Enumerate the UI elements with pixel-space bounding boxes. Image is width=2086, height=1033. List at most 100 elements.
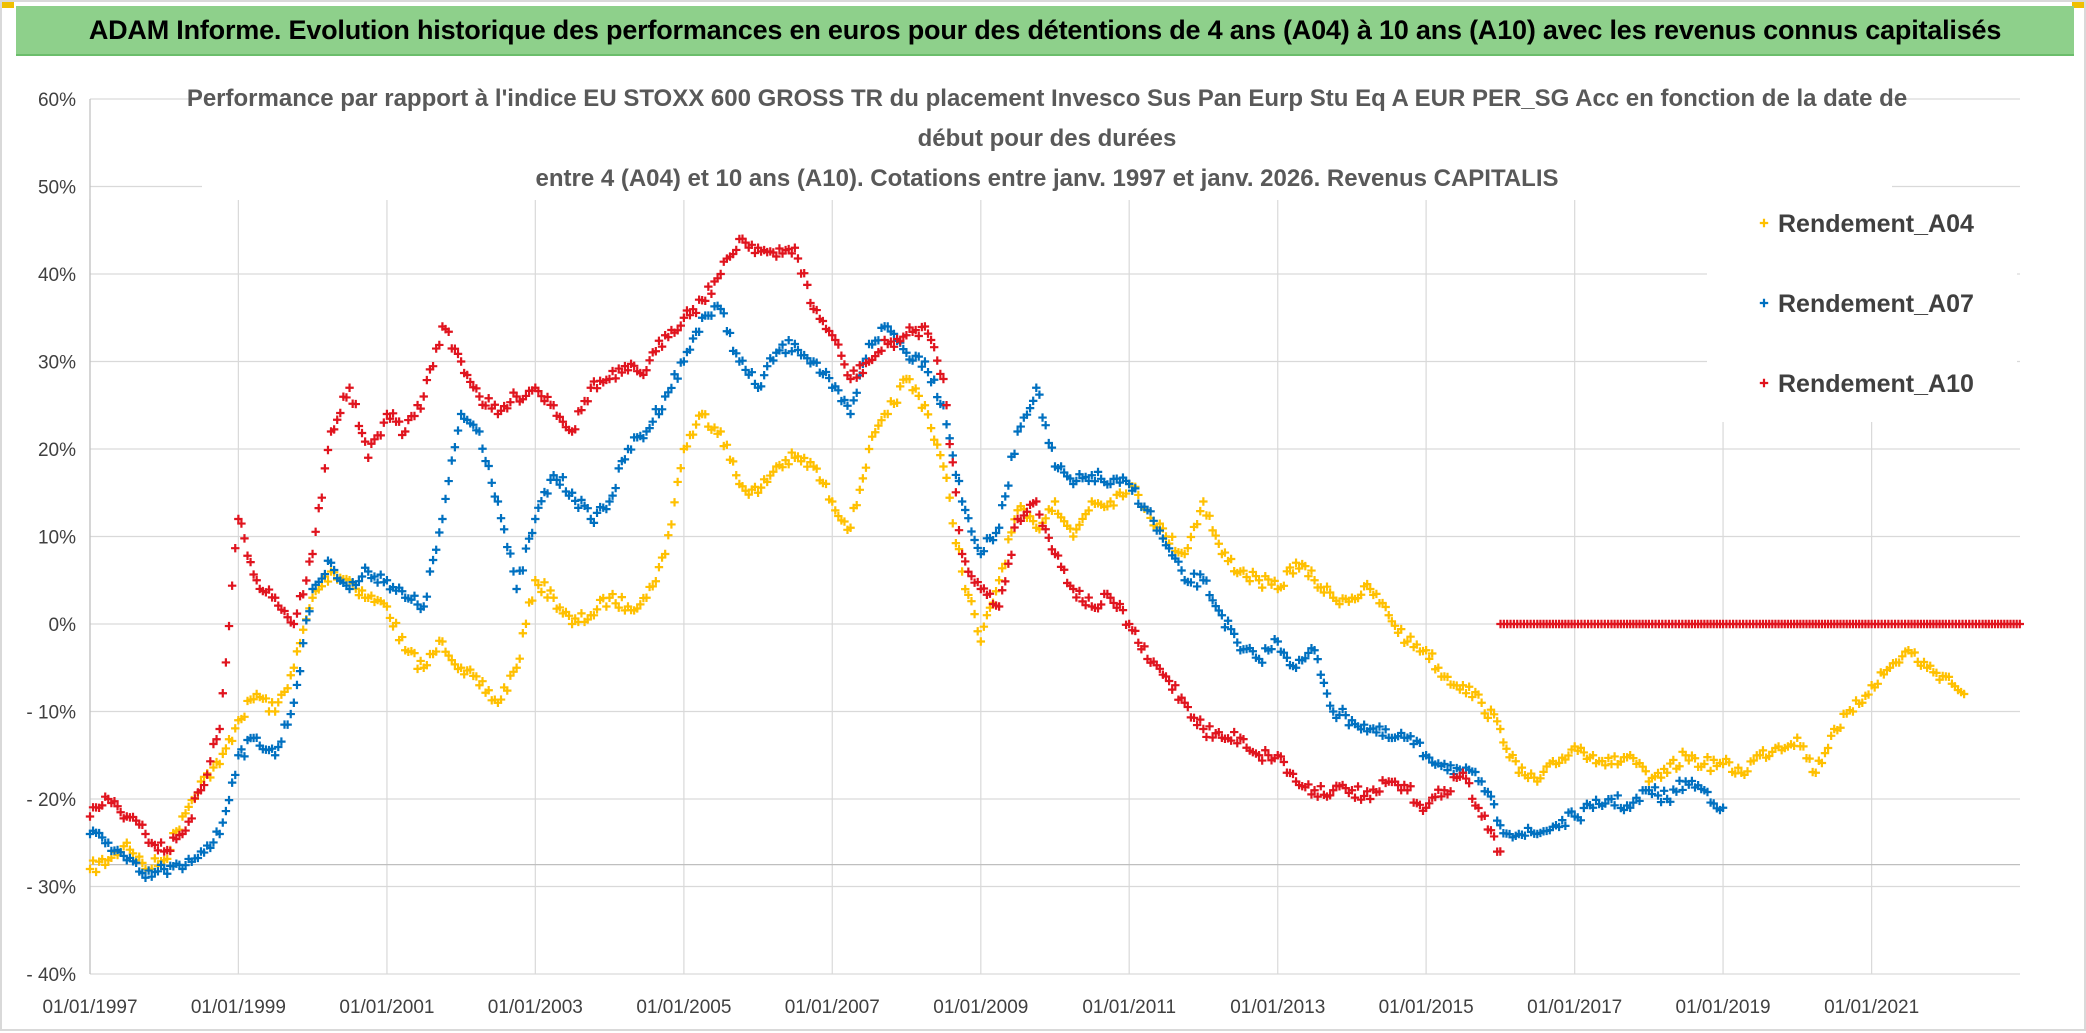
data-point <box>1205 511 1214 520</box>
data-point <box>1387 617 1397 626</box>
data-point <box>676 464 685 473</box>
data-point <box>1022 507 1032 516</box>
data-point <box>657 405 667 414</box>
data-point <box>716 304 725 314</box>
data-point <box>1329 786 1338 795</box>
data-point <box>1381 602 1390 612</box>
data-point <box>605 497 614 506</box>
data-point <box>1004 535 1013 544</box>
data-point <box>1464 682 1474 691</box>
data-point <box>1322 582 1332 591</box>
data-point <box>503 404 512 413</box>
data-point <box>564 611 574 620</box>
data-point <box>385 414 395 423</box>
data-point <box>626 445 636 454</box>
data-point <box>1483 713 1493 723</box>
data-point <box>481 456 490 466</box>
data-point <box>299 625 308 634</box>
data-point <box>1211 531 1220 540</box>
data-point <box>1069 532 1078 541</box>
data-point <box>1059 565 1069 574</box>
data-point <box>1588 803 1598 812</box>
data-point <box>1196 570 1205 579</box>
data-point <box>1257 583 1267 592</box>
data-point <box>1817 758 1827 768</box>
data-point <box>119 851 128 861</box>
data-point <box>806 298 815 308</box>
data-point <box>1164 544 1174 553</box>
data-point <box>933 356 942 365</box>
data-point <box>1607 794 1616 804</box>
data-point <box>614 464 623 473</box>
data-point <box>834 340 843 349</box>
data-point <box>753 488 763 497</box>
data-point <box>1477 777 1486 786</box>
data-point <box>1372 728 1381 737</box>
data-point <box>1489 832 1499 841</box>
data-point <box>1396 728 1406 738</box>
data-point <box>759 370 769 380</box>
y-tick-label: 60% <box>38 90 76 111</box>
data-point <box>1304 571 1313 581</box>
legend-marker <box>1759 298 1769 308</box>
data-point <box>769 467 778 476</box>
data-point <box>756 483 766 492</box>
data-point <box>277 737 286 746</box>
data-point <box>1028 396 1038 406</box>
data-point <box>973 543 982 553</box>
y-tick-label: - 10% <box>26 703 76 724</box>
data-point <box>917 362 927 371</box>
data-point <box>1134 638 1143 648</box>
data-point <box>1356 725 1366 734</box>
data-point <box>317 493 326 502</box>
data-point <box>664 332 673 342</box>
data-point <box>1662 768 1672 777</box>
data-point <box>1894 658 1904 667</box>
data-point <box>506 549 515 558</box>
data-point <box>892 398 902 407</box>
data-point <box>1468 692 1477 702</box>
data-point <box>231 724 240 733</box>
data-point <box>410 411 419 421</box>
data-point <box>1400 780 1409 790</box>
data-point <box>577 405 586 415</box>
data-point <box>463 370 472 380</box>
x-tick-label: 01/01/2013 <box>1230 997 1325 1018</box>
data-point <box>790 339 800 349</box>
data-point <box>1047 443 1057 452</box>
data-point <box>237 519 246 528</box>
data-point <box>1359 720 1369 729</box>
data-point <box>555 603 564 612</box>
data-point <box>320 569 330 579</box>
data-point <box>1028 516 1038 526</box>
data-point <box>929 435 939 444</box>
data-point <box>308 549 317 559</box>
data-point <box>209 763 218 772</box>
data-point <box>131 858 141 867</box>
data-point <box>824 373 834 383</box>
data-point <box>803 280 812 290</box>
data-point <box>1294 564 1304 573</box>
data-point <box>589 518 599 528</box>
data-point <box>948 519 957 528</box>
data-point <box>503 686 512 695</box>
data-point <box>957 549 967 559</box>
data-point <box>104 838 113 847</box>
data-point <box>147 872 156 881</box>
data-point <box>574 503 583 513</box>
data-point <box>744 490 753 499</box>
data-point <box>961 505 970 515</box>
data-point <box>855 361 864 370</box>
data-point <box>1406 732 1415 741</box>
data-point <box>1056 462 1066 471</box>
data-point <box>1650 783 1660 792</box>
data-point <box>187 814 196 823</box>
data-point <box>787 249 796 258</box>
data-point <box>435 340 444 350</box>
data-point <box>933 392 942 402</box>
data-point <box>617 368 627 377</box>
data-point <box>1396 624 1406 634</box>
data-point <box>221 744 231 753</box>
data-point <box>1564 751 1573 760</box>
